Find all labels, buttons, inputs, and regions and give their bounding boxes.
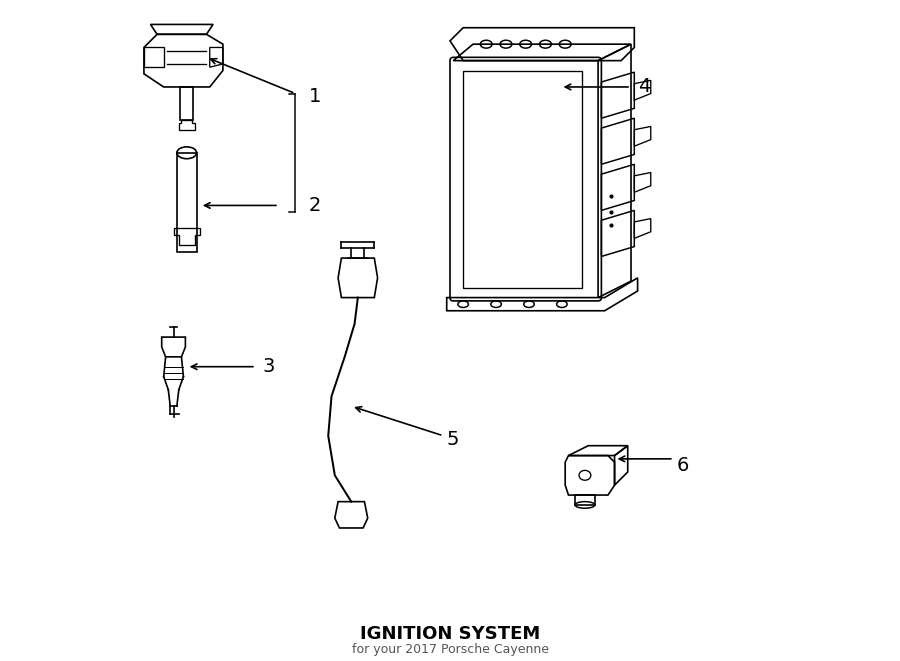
Bar <box>464 71 581 288</box>
Text: 1: 1 <box>309 87 321 106</box>
Text: for your 2017 Porsche Cayenne: for your 2017 Porsche Cayenne <box>352 643 548 656</box>
Text: 2: 2 <box>309 196 321 215</box>
Bar <box>176 153 196 252</box>
Text: 6: 6 <box>677 456 689 475</box>
Text: IGNITION SYSTEM: IGNITION SYSTEM <box>360 625 540 643</box>
Text: 5: 5 <box>446 430 459 449</box>
Text: 4: 4 <box>637 77 650 97</box>
Text: 3: 3 <box>263 357 274 376</box>
